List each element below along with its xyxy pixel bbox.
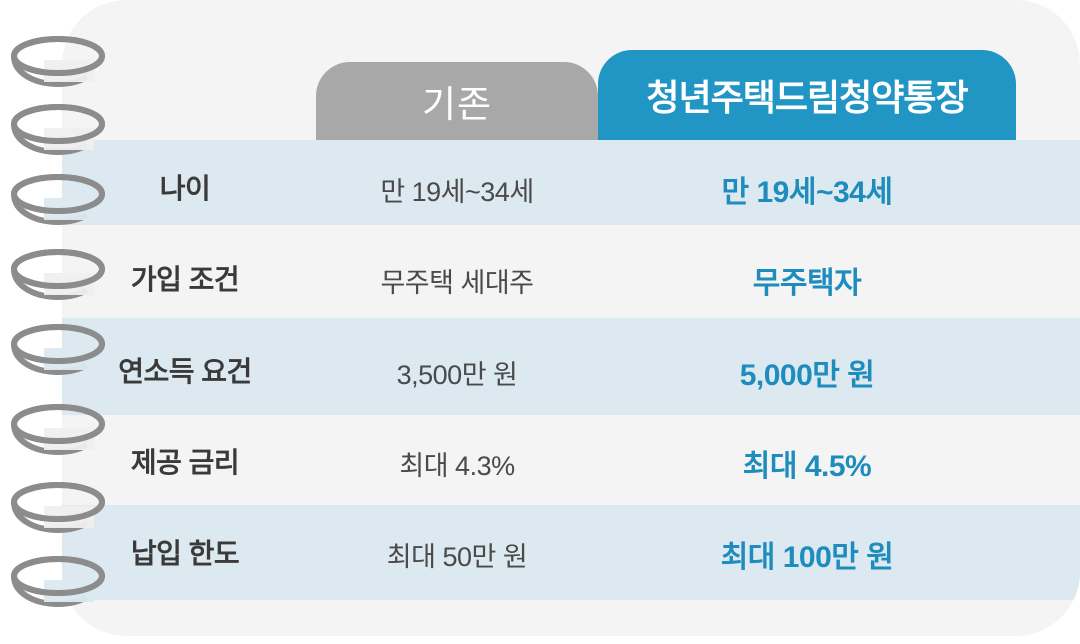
row-value-existing: 3,500만 원 bbox=[396, 360, 518, 390]
spiral-ring-icon bbox=[8, 170, 112, 226]
row-band-4 bbox=[62, 415, 1080, 505]
row-label: 연소득 요건 bbox=[118, 356, 252, 387]
row-value-new: 최대 4.5% bbox=[742, 450, 872, 483]
row-band-5 bbox=[62, 505, 1080, 600]
row-value-new: 최대 100만 원 bbox=[720, 541, 894, 574]
column-header-youth-account-label: 청년주택드림청약통장 bbox=[646, 77, 968, 118]
row-label: 납입 한도 bbox=[130, 538, 240, 569]
spiral-ring-icon bbox=[8, 320, 112, 376]
row-band-1 bbox=[62, 140, 1080, 225]
spiral-ring-icon bbox=[8, 400, 112, 456]
spiral-ring-icon bbox=[8, 32, 112, 88]
column-header-existing-label: 기존 bbox=[421, 84, 493, 125]
spiral-ring-icon bbox=[8, 245, 112, 301]
row-label: 제공 금리 bbox=[130, 447, 240, 478]
row-value-existing: 무주택 세대주 bbox=[380, 268, 534, 298]
row-value-new: 5,000만 원 bbox=[739, 359, 875, 392]
row-band-3 bbox=[62, 318, 1080, 415]
row-value-existing: 만 19세~34세 bbox=[380, 177, 534, 207]
row-value-existing: 최대 4.3% bbox=[399, 451, 515, 481]
column-header-existing[interactable]: 기존 bbox=[316, 62, 598, 140]
row-label: 가입 조건 bbox=[130, 264, 240, 295]
row-value-new: 만 19세~34세 bbox=[721, 176, 893, 209]
row-label: 나이 bbox=[159, 173, 211, 204]
column-header-youth-account[interactable]: 청년주택드림청약통장 bbox=[598, 50, 1016, 140]
row-value-existing: 최대 50만 원 bbox=[386, 542, 528, 572]
spiral-ring-icon bbox=[8, 100, 112, 156]
row-band-2 bbox=[62, 225, 1080, 318]
spiral-ring-icon bbox=[8, 478, 112, 534]
row-value-new: 무주택자 bbox=[752, 267, 862, 300]
spiral-ring-icon bbox=[8, 552, 112, 608]
